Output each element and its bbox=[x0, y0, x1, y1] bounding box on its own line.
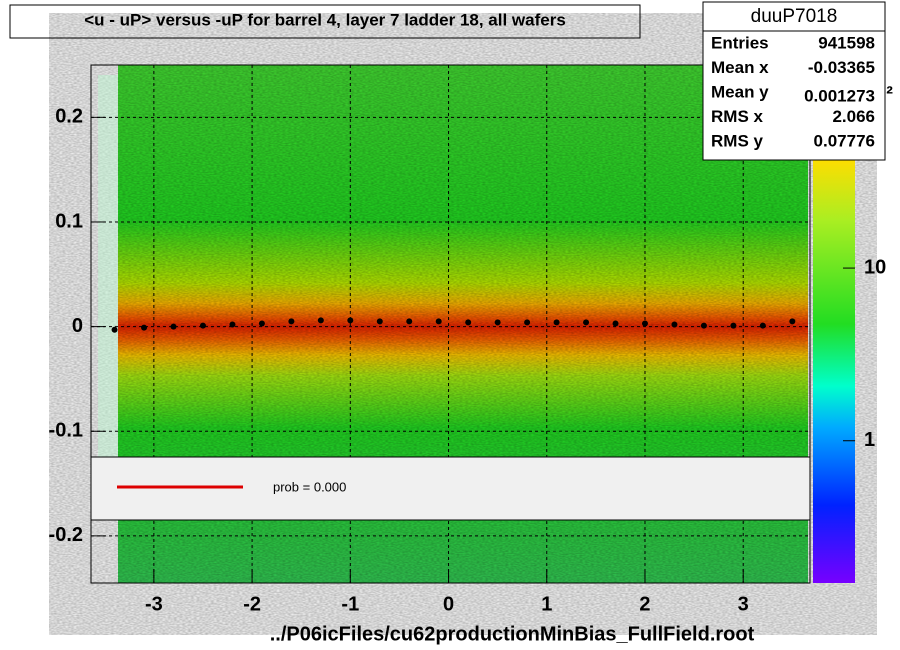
stats-value: 2.066 bbox=[832, 107, 875, 126]
y-tick-label: -0.1 bbox=[49, 420, 83, 442]
legend-text: prob = 0.000 bbox=[273, 479, 346, 494]
profile-point bbox=[317, 317, 324, 324]
x-tick-label: 1 bbox=[541, 593, 552, 615]
profile-point bbox=[406, 318, 413, 325]
profile-point bbox=[700, 322, 707, 329]
profile-point bbox=[759, 322, 766, 329]
stats-label: RMS x bbox=[711, 107, 764, 126]
profile-point bbox=[671, 321, 678, 328]
x-tick-label: -3 bbox=[145, 593, 163, 615]
x-tick-label: -1 bbox=[341, 593, 359, 615]
profile-point bbox=[376, 318, 383, 325]
stats-value: 0.07776 bbox=[814, 131, 875, 150]
density-edge bbox=[98, 75, 118, 475]
stats-label: RMS y bbox=[711, 131, 764, 150]
y-tick-label: 0 bbox=[72, 315, 83, 337]
stats-value: -0.03365 bbox=[808, 58, 875, 77]
profile-point bbox=[229, 321, 236, 328]
frame bbox=[90, 64, 811, 584]
stats-title: duuP7018 bbox=[751, 6, 838, 27]
profile-point bbox=[465, 319, 472, 326]
stats-box bbox=[702, 1, 886, 161]
profile-point bbox=[612, 320, 619, 327]
stats-label: Mean y bbox=[711, 82, 769, 101]
stats-value: 0.001273 bbox=[804, 86, 875, 105]
profile-point bbox=[494, 319, 501, 326]
x-tick-label: 3 bbox=[738, 593, 749, 615]
profile-point bbox=[347, 317, 354, 324]
x-tick-label: 2 bbox=[639, 593, 650, 615]
profile-point bbox=[789, 318, 796, 325]
y-tick-label: 0.2 bbox=[55, 106, 83, 128]
profile-point bbox=[111, 326, 118, 333]
x-tick-label: -2 bbox=[243, 593, 261, 615]
y-tick-label: 0.1 bbox=[55, 210, 83, 232]
profile-point bbox=[524, 319, 531, 326]
stats-label: Mean x bbox=[711, 58, 769, 77]
profile-point bbox=[199, 322, 206, 329]
profile-point bbox=[553, 319, 560, 326]
stats-label: Entries bbox=[711, 33, 769, 52]
profile-point bbox=[641, 320, 648, 327]
z-tick-label: 10 bbox=[864, 256, 886, 278]
x-axis-label: ../P06icFiles/cu62productionMinBias_Full… bbox=[270, 623, 755, 645]
profile-point bbox=[141, 324, 148, 331]
profile-point bbox=[730, 322, 737, 329]
z-tick-label: 1 bbox=[864, 429, 875, 451]
profile-point bbox=[170, 323, 177, 330]
profile-point bbox=[435, 318, 442, 325]
chart-title: <u - uP> versus -uP for barrel 4, layer … bbox=[84, 10, 566, 29]
y-tick-label: -0.2 bbox=[49, 524, 83, 546]
profile-point bbox=[288, 318, 295, 325]
stats-value: 941598 bbox=[818, 33, 875, 52]
x-tick-label: 0 bbox=[443, 593, 454, 615]
profile-point bbox=[583, 319, 590, 326]
profile-point bbox=[258, 320, 265, 327]
title-box bbox=[9, 4, 641, 39]
